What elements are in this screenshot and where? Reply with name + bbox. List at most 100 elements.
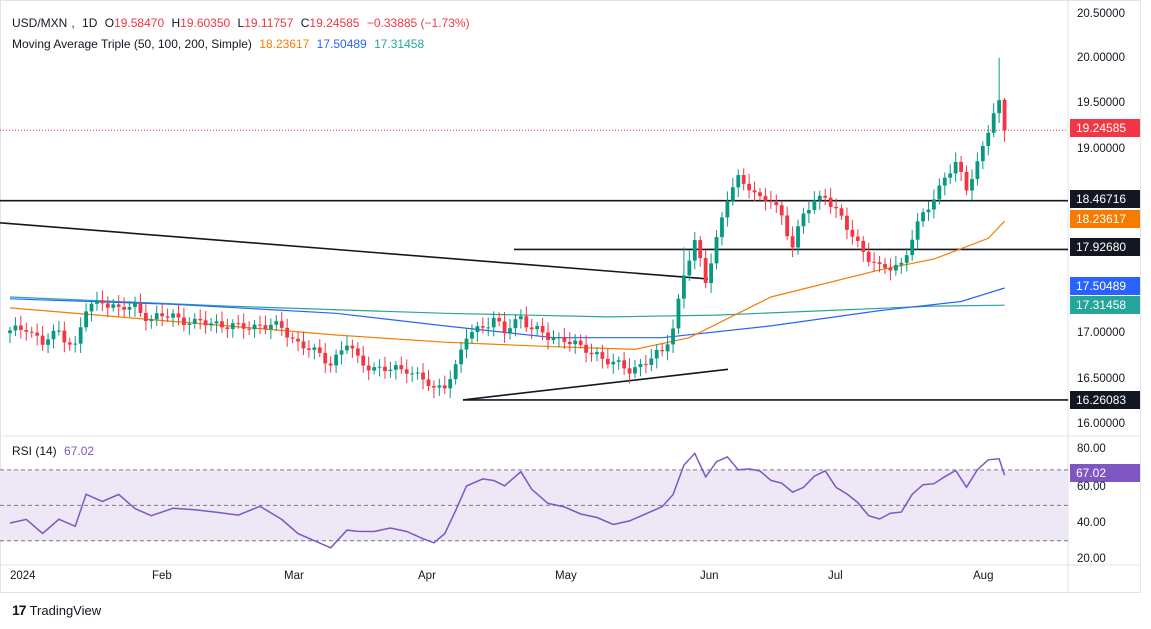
- candle-body: [312, 347, 317, 350]
- candle-body: [845, 215, 849, 230]
- candle-body: [703, 258, 708, 284]
- candle-body: [730, 187, 735, 201]
- candle-body: [801, 213, 806, 227]
- candle-body: [605, 358, 610, 365]
- candle-body: [948, 173, 953, 178]
- symbol-name[interactable]: USD/MXN: [12, 16, 68, 30]
- candle-body: [638, 364, 643, 368]
- candle-body: [361, 355, 366, 366]
- descending-trendline: [0, 222, 709, 280]
- price-tick: 19.00000: [1077, 143, 1125, 155]
- candle-body: [258, 324, 262, 326]
- time-tick: Mar: [284, 570, 304, 582]
- interval-label[interactable]: 1D: [82, 16, 98, 30]
- candle-body: [921, 212, 925, 222]
- last-price-badge: 19.24585: [1070, 119, 1140, 137]
- candle-body: [535, 325, 540, 330]
- candle-body: [567, 341, 572, 345]
- candle-body: [502, 321, 507, 334]
- candle-body: [388, 369, 393, 372]
- time-tick: Feb: [152, 570, 172, 582]
- candle-body: [203, 320, 208, 326]
- candle-body: [192, 318, 197, 324]
- candle-body: [116, 304, 121, 307]
- rsi-tick: 60.00: [1077, 481, 1106, 493]
- candle-body: [366, 365, 371, 371]
- candle-body: [111, 304, 116, 308]
- chart-frame: [0, 0, 1141, 593]
- ma200-value: 17.31458: [374, 37, 425, 51]
- candle-body: [758, 192, 762, 197]
- candle-body: [437, 385, 442, 388]
- candle-body: [812, 200, 817, 211]
- candle-body: [763, 196, 768, 201]
- ma200-badge: 17.31458: [1070, 296, 1140, 314]
- candle-body: [187, 323, 192, 325]
- candle-body: [877, 262, 882, 265]
- candle-body: [714, 237, 719, 264]
- candle-body: [73, 343, 78, 345]
- candle-body: [899, 262, 904, 265]
- candle-body: [725, 200, 730, 218]
- price-tick: 16.00000: [1077, 418, 1125, 430]
- candle-body: [557, 337, 561, 339]
- candle-body: [486, 327, 491, 329]
- candle-body: [263, 325, 268, 330]
- candle-body: [991, 113, 996, 133]
- candle-body: [817, 195, 822, 201]
- candle-body: [453, 364, 458, 380]
- brand-logo[interactable]: 17 TradingView: [12, 602, 101, 618]
- candle-body: [866, 251, 871, 262]
- candle-body: [241, 323, 246, 329]
- candle-body: [127, 307, 132, 310]
- rsi-legend: RSI (14) 67.02: [12, 444, 98, 458]
- candle-body: [682, 275, 686, 299]
- candle-body: [51, 330, 56, 340]
- candle-body: [182, 317, 186, 325]
- candle-body: [508, 328, 512, 334]
- symbol-legend: USD/MXN, 1D O19.58470 H19.60350 L19.1175…: [12, 16, 470, 30]
- candle-body: [475, 326, 480, 332]
- rsi-legend-value: 67.02: [64, 444, 95, 458]
- candle-body: [518, 316, 523, 320]
- candle-body: [442, 385, 447, 389]
- candle-body: [997, 100, 1002, 114]
- candle-body: [160, 313, 165, 317]
- low-value: 19.11757: [244, 16, 294, 30]
- candle-body: [970, 179, 974, 191]
- candle-body: [872, 261, 877, 263]
- candle-body: [399, 365, 404, 370]
- time-tick: Apr: [418, 570, 436, 582]
- candle-body: [665, 344, 670, 352]
- candle-body: [540, 325, 545, 333]
- candle-body: [328, 363, 333, 366]
- ma-title[interactable]: Moving Average Triple (50, 100, 200, Sim…: [12, 37, 252, 51]
- candle-body: [698, 240, 703, 259]
- candle-body: [524, 316, 529, 328]
- candle-body: [67, 342, 72, 345]
- candle-body: [432, 386, 436, 388]
- candle-body: [236, 323, 241, 325]
- candle-body: [214, 321, 219, 324]
- candle-body: [57, 330, 61, 332]
- rsi-title[interactable]: RSI (14): [12, 444, 57, 458]
- candle-body: [790, 236, 795, 248]
- candle-body: [301, 341, 306, 349]
- candle-body: [176, 313, 181, 318]
- high-value: 19.60350: [180, 16, 231, 30]
- candle-body: [138, 303, 143, 313]
- candle-body: [410, 373, 415, 375]
- candle-body: [551, 337, 556, 341]
- candle-body: [78, 327, 83, 344]
- candle-body: [355, 348, 360, 356]
- candle-body: [247, 328, 252, 330]
- candle-body: [154, 313, 159, 320]
- ma-legend: Moving Average Triple (50, 100, 200, Sim…: [12, 37, 428, 51]
- candle-body: [692, 240, 697, 261]
- candle-body: [654, 350, 659, 359]
- time-tick: Jul: [828, 570, 843, 582]
- candle-body: [687, 260, 692, 276]
- candle-body: [584, 344, 588, 353]
- candle-body: [40, 335, 45, 345]
